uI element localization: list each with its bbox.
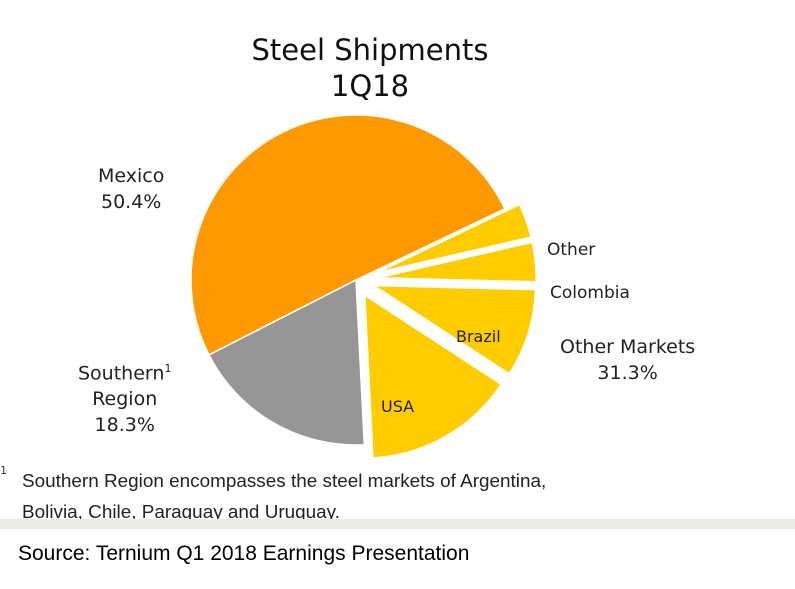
pie-slice-colombia: [371, 239, 539, 285]
label-brazil: Brazil: [456, 327, 501, 346]
pie-slice-brazil: [366, 283, 538, 377]
pie-slice-southern-region: [207, 278, 366, 446]
label-mexico: Mexico 50.4%: [98, 163, 164, 215]
pie-slice-other: [370, 201, 534, 277]
label-other-markets-pct: 31.3%: [597, 362, 658, 384]
label-other-markets-name: Other Markets: [560, 336, 696, 358]
label-other: Other: [547, 240, 596, 260]
pie-slice-usa: [362, 291, 505, 461]
chart-title: Steel Shipments 1Q18: [0, 32, 740, 104]
footnote-ref: 1: [164, 362, 172, 375]
footnote-mark: 1: [0, 464, 7, 477]
subtitle-line: 1Q18: [330, 69, 410, 103]
label-other-markets: Other Markets 31.3%: [560, 334, 695, 386]
label-southern-pct: 18.3%: [94, 414, 155, 437]
label-usa: USA: [381, 397, 415, 416]
title-line: Steel Shipments: [251, 33, 489, 67]
footnote-line: Bolivia, Chile, Paraguay and Uruguay.: [22, 502, 340, 522]
pie-slice-mexico: [190, 114, 506, 356]
label-southern-name: Southern: [78, 362, 165, 385]
label-southern-name2: Region: [92, 388, 158, 411]
label-mexico-pct: 50.4%: [100, 191, 162, 213]
footnote-line: Southern Region encompasses the steel ma…: [22, 471, 547, 491]
footnote: Southern Region encompasses the steel ma…: [22, 466, 546, 528]
label-mexico-name: Mexico: [98, 165, 165, 187]
divider-band: [0, 519, 795, 529]
source-text: Source: Ternium Q1 2018 Earnings Present…: [18, 542, 470, 565]
label-southern: Southern1 Region 18.3%: [78, 356, 171, 438]
label-colombia: Colombia: [550, 283, 630, 303]
